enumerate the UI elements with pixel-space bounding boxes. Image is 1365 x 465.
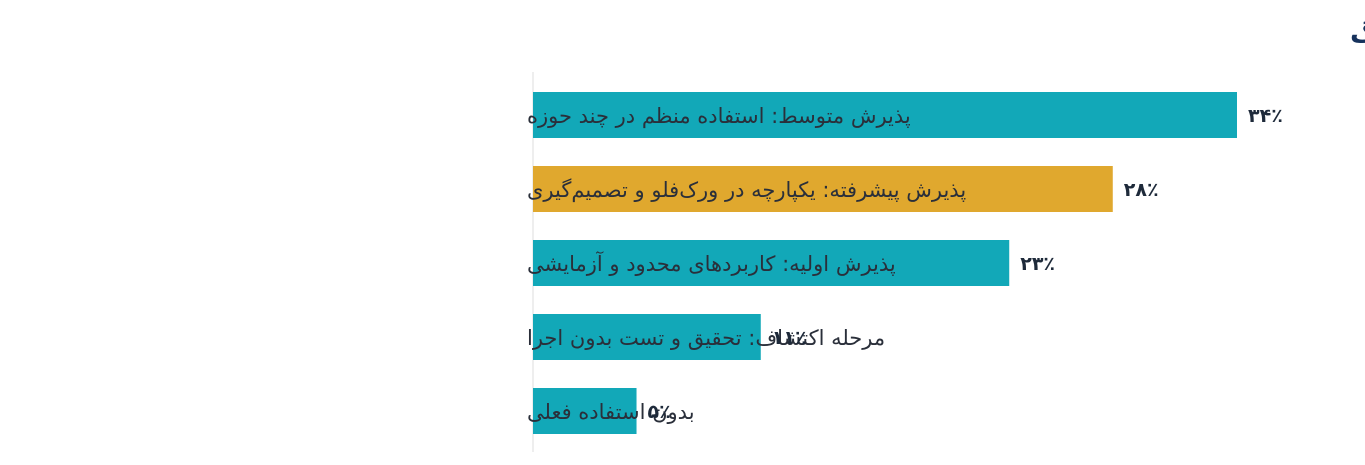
bar-1	[533, 166, 1113, 212]
category-label-4: بدون استفاده فعلی	[527, 400, 695, 424]
value-label-1: ۲۸٪	[1124, 179, 1159, 201]
bar-4	[533, 388, 637, 434]
bars-group: پذیرش متوسط: استفاده منظم در چند حوزه ۳۴٪…	[527, 92, 1283, 434]
value-label-4: ۵٪	[648, 401, 671, 423]
bar-3	[533, 314, 761, 360]
value-label-2: ۲۳٪	[1020, 253, 1055, 275]
category-label-1: پذیرش پیشرفته: یکپارچه در ورک‌فلو و تصمی…	[527, 178, 966, 203]
bar-0	[533, 92, 1237, 138]
chart-title: سطح فعلی استفاده از ابزارهای AI در ایمیل…	[1350, 17, 1365, 49]
category-label-0: پذیرش متوسط: استفاده منظم در چند حوزه	[527, 104, 911, 129]
category-label-2: پذیرش اولیه: کاربردهای محدود و آزمایشی	[527, 251, 896, 276]
category-label-3: مرحله اکتشاف: تحقیق و تست بدون اجرا	[527, 326, 885, 350]
value-label-3: ۱۱٪	[772, 327, 807, 349]
value-label-0: ۳۴٪	[1248, 105, 1283, 127]
bar-2	[533, 240, 1010, 286]
